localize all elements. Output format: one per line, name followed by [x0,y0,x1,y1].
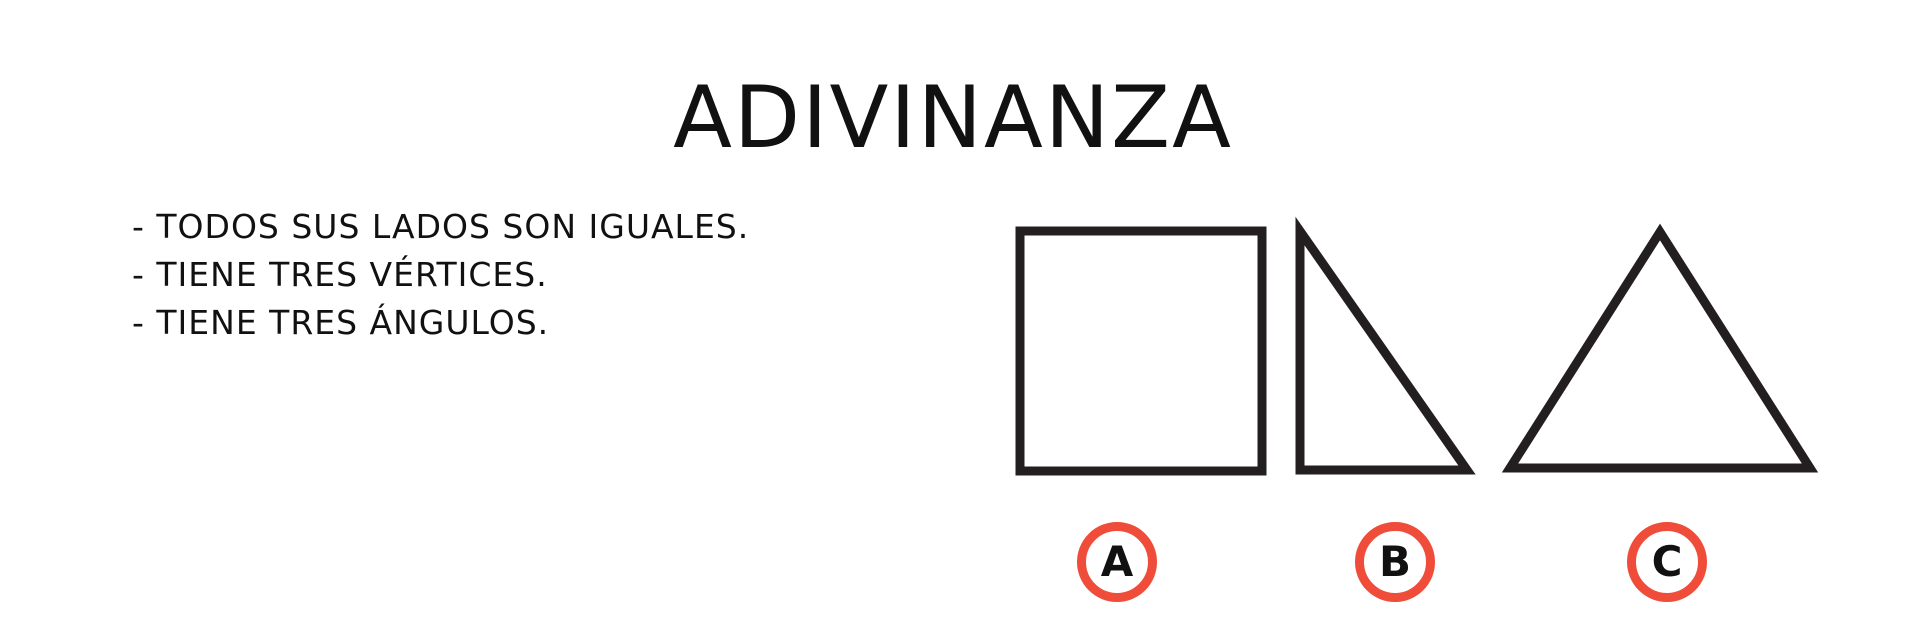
page-title: ADIVINANZA [673,68,1233,168]
square-icon [1015,226,1267,476]
clue-item: - TIENE TRES VÉRTICES. [132,255,548,294]
equilateral-triangle-icon [1501,223,1819,473]
clue-item: - TODOS SUS LADOS SON IGUALES. [132,207,750,246]
option-b-button[interactable]: B [1355,522,1435,602]
clue-list: - TODOS SUS LADOS SON IGUALES. - TIENE T… [132,203,749,347]
clue-item: - TIENE TRES ÁNGULOS. [132,303,550,342]
option-c-button[interactable]: C [1627,522,1707,602]
right-triangle-icon [1295,216,1476,475]
option-a-button[interactable]: A [1077,522,1157,602]
option-letter: B [1378,537,1411,586]
option-letter: C [1651,537,1683,586]
option-letter: A [1100,537,1134,586]
